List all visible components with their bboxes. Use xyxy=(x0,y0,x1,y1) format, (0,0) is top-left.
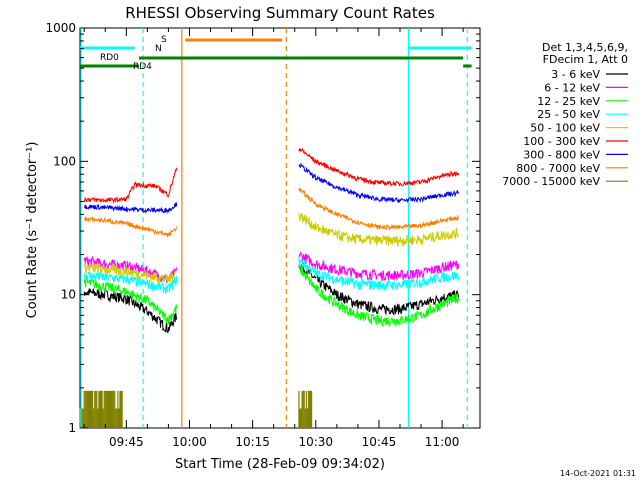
y-tick-label: 1000 xyxy=(45,21,76,35)
annotation-n: N xyxy=(155,44,162,54)
annotation-s: S xyxy=(161,35,167,45)
legend-label: 12 - 25 keV xyxy=(537,95,600,108)
legend-label: 300 - 800 keV xyxy=(523,148,600,161)
series-line-300to800keV xyxy=(298,162,460,204)
series-line-6to12keV xyxy=(298,251,460,282)
series-line-12to25keV xyxy=(298,263,460,328)
plot-frame xyxy=(79,27,481,429)
series-line-12to25keV xyxy=(83,276,178,325)
legend-label: 3 - 6 keV xyxy=(551,68,600,81)
series-line-50to100keV xyxy=(83,262,177,284)
series-line-100to300keV xyxy=(298,147,460,188)
x-tick-label: 10:30 xyxy=(298,435,333,449)
y-tick-label: 10 xyxy=(61,288,76,302)
series-line-300to800keV xyxy=(84,202,178,215)
x-axis-label: Start Time (28-Feb-09 09:34:02) xyxy=(175,457,385,472)
date-stamp: 14-Oct-2021 01:31 xyxy=(560,469,636,478)
y-axis: 1 10 100 1000 xyxy=(45,21,480,435)
x-tick-label: 11:00 xyxy=(425,435,460,449)
annotation-rd4: RD4 xyxy=(133,62,152,72)
series-line-6to12keV xyxy=(83,255,178,284)
series-line-25to50keV xyxy=(298,256,460,291)
x-tick-label: 10:00 xyxy=(172,435,207,449)
legend-label: 800 - 7000 keV xyxy=(516,162,600,175)
chart-title: RHESSI Observing Summary Count Rates xyxy=(125,4,435,22)
legend-label: 100 - 300 keV xyxy=(523,135,600,148)
x-tick-label: 10:45 xyxy=(362,435,397,449)
legend-header: Det 1,3,4,5,6,9, xyxy=(542,41,628,54)
series-line-3to6keV xyxy=(298,262,460,316)
y-tick-label: 100 xyxy=(53,154,76,168)
legend-label: 50 - 100 keV xyxy=(530,122,600,135)
x-tick-label: 09:45 xyxy=(109,435,144,449)
x-axis: 09:45 10:00 10:15 10:30 10:45 11:00 xyxy=(83,28,464,449)
annotation-rd0: RD0 xyxy=(100,53,119,63)
series-line-50to100keV xyxy=(298,212,460,247)
legend-label: 25 - 50 keV xyxy=(537,108,600,121)
legend-label: 7000 - 15000 keV xyxy=(502,175,600,188)
y-tick-label: 1 xyxy=(68,421,76,435)
y-axis-label: Count Rate (s⁻¹ detector⁻¹) xyxy=(25,142,40,319)
series-line-25to50keV xyxy=(83,270,178,294)
series-line-3to6keV xyxy=(83,288,178,334)
series-line-100to300keV xyxy=(83,167,178,205)
series-line-800to7000keV xyxy=(298,187,460,231)
x-tick-label: 10:15 xyxy=(235,435,270,449)
series-line-800to7000keV xyxy=(84,216,178,238)
legend-header: FDecim 1, Att 0 xyxy=(543,53,628,66)
legend-label: 6 - 12 keV xyxy=(544,81,600,94)
legend: Det 1,3,4,5,6,9,FDecim 1, Att 0 3 - 6 keV… xyxy=(502,41,628,188)
